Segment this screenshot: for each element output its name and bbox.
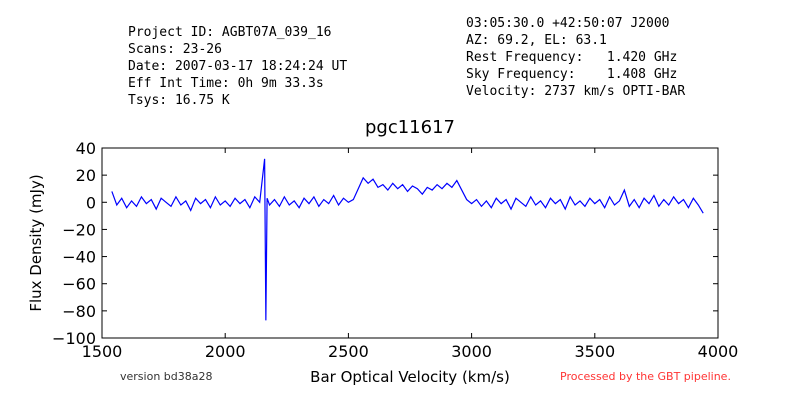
footer-version: version bd38a28 — [120, 370, 213, 383]
header-line: Sky Frequency: 1.408 GHz — [466, 67, 677, 82]
spectrum-line — [111, 158, 704, 321]
header-line: Project ID: AGBT07A_039_16 — [128, 25, 332, 40]
footer-pipeline: Processed by the GBT pipeline. — [560, 370, 731, 383]
header-line: Tsys: 16.75 K — [128, 93, 230, 108]
y-tick-label: 0 — [86, 193, 96, 212]
plot-frame — [101, 147, 719, 339]
header-line: 03:05:30.0 +42:50:07 J2000 — [466, 16, 670, 31]
y-axis-label: Flux Density (mJy) — [27, 174, 45, 311]
x-tick-label: 2000 — [205, 342, 246, 361]
y-tick-label: 20 — [76, 166, 96, 185]
header-line: Eff Int Time: 0h 9m 33.3s — [128, 76, 324, 91]
x-tick-label: 4000 — [698, 342, 739, 361]
chart-title: pgc11617 — [365, 117, 455, 138]
y-tick-label: −20 — [62, 220, 96, 239]
header-line: Rest Frequency: 1.420 GHz — [466, 50, 677, 65]
x-axis-label: Bar Optical Velocity (km/s) — [310, 368, 510, 386]
x-tick-label: 3000 — [451, 342, 492, 361]
y-tick-label: −100 — [52, 329, 96, 348]
header-line: Velocity: 2737 km/s OPTI-BAR — [466, 84, 685, 99]
y-tick-label: −40 — [62, 248, 96, 267]
x-tick-label: 3500 — [574, 342, 615, 361]
header-line: Scans: 23-26 — [128, 42, 222, 57]
x-tick-label: 2500 — [328, 342, 369, 361]
header-line: AZ: 69.2, EL: 63.1 — [466, 33, 607, 48]
y-tick-label: −80 — [62, 302, 96, 321]
y-tick-label: 40 — [76, 139, 96, 158]
y-tick-label: −60 — [62, 275, 96, 294]
x-tick-label: 1500 — [82, 342, 123, 361]
header-line: Date: 2007-03-17 18:24:24 UT — [128, 59, 347, 74]
